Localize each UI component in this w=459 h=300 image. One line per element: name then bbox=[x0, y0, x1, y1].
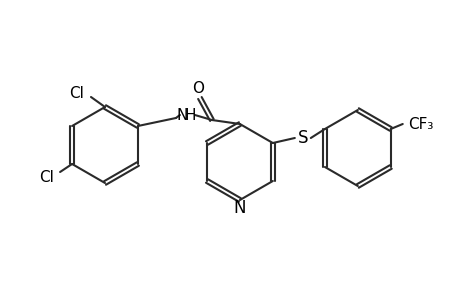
Text: H: H bbox=[184, 107, 195, 122]
Text: CF₃: CF₃ bbox=[407, 116, 432, 131]
Text: S: S bbox=[297, 129, 308, 147]
Text: O: O bbox=[191, 80, 203, 95]
Text: Cl: Cl bbox=[39, 170, 53, 185]
Text: N: N bbox=[233, 199, 246, 217]
Text: Cl: Cl bbox=[69, 85, 84, 100]
Text: N: N bbox=[176, 107, 187, 122]
